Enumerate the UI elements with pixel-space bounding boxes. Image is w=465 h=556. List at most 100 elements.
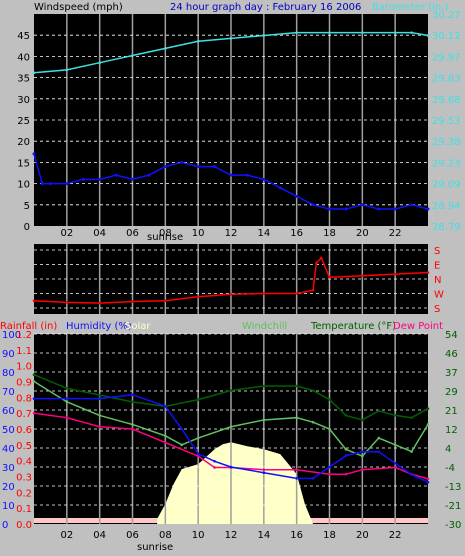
barometer-point [229,37,233,40]
rainfall-tick-label: 1.2 [16,330,32,341]
rainfall-tick-label: 0.8 [16,393,32,404]
humidity-tick-label: 10 [2,501,15,512]
humidity-tick-label: 0 [2,520,8,531]
windspeed-tick-label: 5 [24,201,30,212]
windspeed-tick-label: 20 [17,137,30,148]
windchill-point [410,450,413,453]
windspeed-tick-label: 0 [24,222,30,233]
dewpoint-point [344,472,348,476]
x-tick-label: 04 [93,530,106,541]
x-tick-label: 10 [192,530,205,541]
x-tick-label: 06 [126,228,139,239]
dewpoint-point [98,425,101,429]
barometer-tick-label: 29.97 [432,52,461,63]
windspeed-point [98,177,102,181]
x-tick-label: 10 [192,228,205,239]
windspeed-point [328,207,331,211]
solar-area-fill [157,442,314,524]
windspeed-point [213,165,217,169]
dewpoint-point [65,416,69,419]
windspeed-tick-label: 40 [17,52,30,63]
windspeed-point [196,165,200,169]
x-tick-label: 22 [389,228,402,239]
x-tick-label: 22 [389,530,402,541]
direction-point [393,272,397,276]
barometer-tick-label: 29.38 [432,137,461,148]
windspeed-point [344,207,348,211]
direction-point [164,299,167,303]
windspeed-tick-label: 15 [17,158,30,169]
climate-series [32,373,430,484]
windspeed-point [65,182,69,186]
x-tick-label: 16 [290,228,303,239]
direction-point [361,274,364,278]
windspeed-point [81,177,85,181]
temperature-point [262,384,266,388]
barometer-tick-label: 30.12 [432,31,461,42]
temperature-tick-label: 46 [445,349,458,360]
direction-point [328,276,331,279]
humidity-point [410,473,413,476]
windspeed-tick-label: 30 [17,95,30,106]
barometer-ticks: 28.79 28.94 29.09 29.23 29.38 29.53 29.68 29.83… [432,10,461,233]
direction-point [295,292,298,295]
legend-dewpoint: Dew Point [393,321,443,332]
temperature-point [311,389,315,392]
humidity-tick-label: 100 [2,330,21,341]
humidity-tick-label: 70 [2,387,15,398]
windspeed-point [40,182,44,186]
temperature-point [361,418,364,422]
temperature-point [328,398,331,401]
barometer-axis-label: Barometer (in.) [372,2,448,13]
x-tick-label: 16 [290,530,303,541]
humidity-ticks: 0 10 20 30 40 50 60 70 80 90 100 [2,330,21,531]
windchill-point [361,454,364,458]
x-tick-label: 12 [225,228,238,239]
temperature-ticks: -30 -21 -13 -4 4 12 21 29 37 46 54 [445,330,461,531]
direction-series [32,256,430,305]
rainfall-tick-label: 0.5 [16,441,32,452]
dewpoint-point [131,427,134,431]
dewpoint-point [426,477,430,481]
rainfall-tick-label: 0.2 [16,488,32,499]
barometer-tick-label: 28.94 [432,201,461,212]
humidity-tick-label: 30 [2,463,15,474]
windchill-point [98,414,101,417]
humidity-point [213,460,216,463]
dewpoint-line [33,412,429,480]
temperature-point [393,414,397,417]
x-tick-label: 06 [126,530,139,541]
humidity-point [196,452,200,456]
temperature-point [98,393,101,397]
barometer-point [361,31,364,34]
direction-line [33,256,429,304]
temperature-tick-label: -21 [445,501,461,512]
windchill-point [180,443,184,447]
windspeed-line [33,153,429,210]
barometer-line [33,31,429,74]
humidity-point [295,477,298,480]
dewpoint-point [32,411,36,415]
direction-point [311,288,315,292]
dewpoint-point [361,468,364,472]
windspeed-point [295,194,299,198]
windspeed-point [410,203,414,207]
windspeed-point [163,165,167,169]
windchill-point [426,423,430,426]
chart-title: 24 hour graph day : February 16 2006 [170,2,361,13]
humidity-point [229,465,233,469]
windspeed-point [32,152,36,156]
direction-point [426,271,430,274]
direction-point [131,300,134,303]
humidity-point [393,461,397,465]
humidity-point [32,397,36,400]
direction-point [65,301,69,304]
x-tick-label: 18 [323,530,336,541]
rainfall-tick-label: 0.0 [16,520,32,531]
humidity-point [311,477,315,480]
windspeed-axis-label: Windspeed (mph) [34,2,123,13]
temperature-tick-label: 4 [445,444,451,455]
temperature-point [65,386,69,390]
direction-label: E [434,261,440,272]
